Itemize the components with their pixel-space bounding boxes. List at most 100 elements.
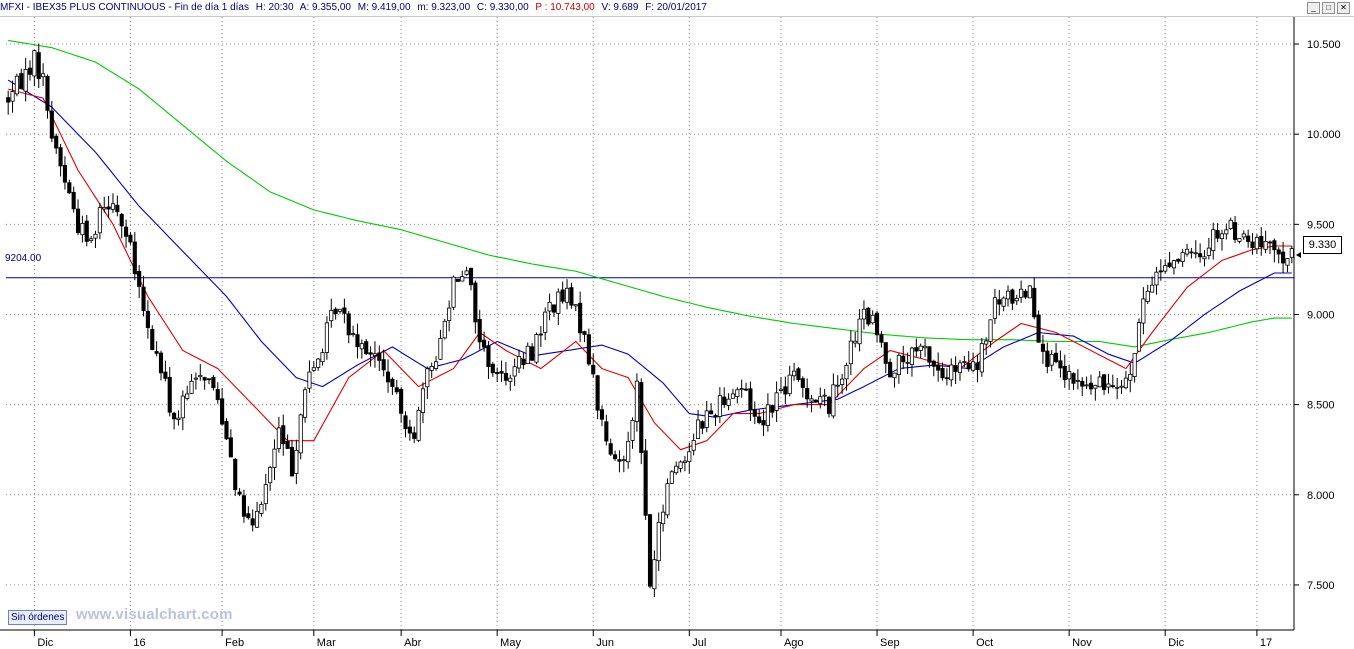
candle [1224,223,1229,240]
candle-body [276,427,281,449]
candle [848,330,853,376]
candle-body [394,387,399,393]
candle-body [268,467,273,484]
window-controls: _ □ ✕ [1307,2,1350,14]
horizontal-line-label: 9204.00 [5,253,42,264]
candle [866,307,871,327]
candle-body [1145,290,1150,302]
candle [390,377,395,395]
candle [259,501,264,517]
candle [709,403,714,415]
candle-body [381,359,386,371]
candle [1176,258,1181,264]
candle-body [735,389,740,397]
candle-body [137,270,142,287]
candle-body [757,416,762,423]
candle-body [1224,229,1229,235]
candle-body [1180,252,1185,262]
candle-body [1119,385,1124,388]
candle [774,381,779,423]
price-chart[interactable]: 10.500 10.000 9.500 9.000 8.500 8.000 7.500 Dic… [0,17,1354,649]
candle-body [215,389,220,401]
ma-mid-line [7,79,1292,418]
minimize-button[interactable]: _ [1307,2,1320,14]
candle-body [857,318,862,345]
candle [1211,222,1216,260]
candle-body [844,365,849,380]
candle [783,376,788,405]
candle [997,289,1002,316]
candle-body [294,449,299,474]
candle [525,342,530,365]
close-button[interactable]: ✕ [1337,2,1350,14]
candle [604,414,609,446]
candle-body [241,495,247,517]
candle-body [551,304,557,313]
candle [420,382,426,424]
x-tick-label: Dic [37,637,53,649]
candle-body [547,301,552,312]
candle [1246,229,1251,248]
candle [394,379,399,395]
candle [1093,384,1098,401]
candle [1001,296,1006,312]
candle-body [805,388,810,400]
candle-body [647,514,653,587]
candle-body [499,371,504,374]
candle [1189,247,1194,259]
candle-body [853,340,858,344]
candle [743,382,749,392]
x-tick-label: Oct [976,637,993,649]
candle [892,372,897,388]
candle [1206,238,1211,260]
candle-body [678,461,683,469]
candle-body [1128,373,1133,381]
candle-body [543,311,548,333]
candle-body [1250,241,1255,249]
candle-body [460,276,465,282]
candle-body [355,334,360,348]
candle-body [45,75,50,111]
candle [132,232,137,281]
candle [626,431,631,469]
candle [102,196,107,213]
candle [1110,374,1115,389]
candle-body [1014,298,1019,302]
candle [879,331,884,348]
candle [687,442,692,474]
candle [346,311,351,344]
candle-body [508,377,513,382]
candle-body [237,491,242,495]
last-price-marker [1296,251,1301,258]
candle [748,381,753,422]
candle-body [1198,253,1203,258]
candle-body [1176,258,1181,262]
candle-body [1088,382,1094,390]
maximize-button[interactable]: □ [1322,2,1335,14]
candle [595,374,600,420]
candle-body [176,417,181,421]
candle-body [189,380,194,394]
candle-body [813,399,818,403]
candle-body [324,322,329,353]
candle [93,230,98,248]
candle [324,316,329,360]
candle-body [289,446,295,477]
candle-body [342,307,347,314]
candle-body [879,334,884,343]
y-tick-label: 8.000 [1307,490,1335,502]
orders-status[interactable]: Sin órdenes [8,610,68,625]
candle [643,439,648,520]
candle [1184,243,1190,257]
candle-body [1036,314,1041,343]
candle-body [726,398,731,406]
candle-body [909,347,915,366]
candle [71,186,76,213]
candle [495,367,500,383]
candle-body [154,351,159,354]
candle [285,434,290,449]
candle-body [984,340,989,345]
candle-body [495,372,500,375]
candle-body [988,319,993,342]
candle [1119,380,1124,394]
